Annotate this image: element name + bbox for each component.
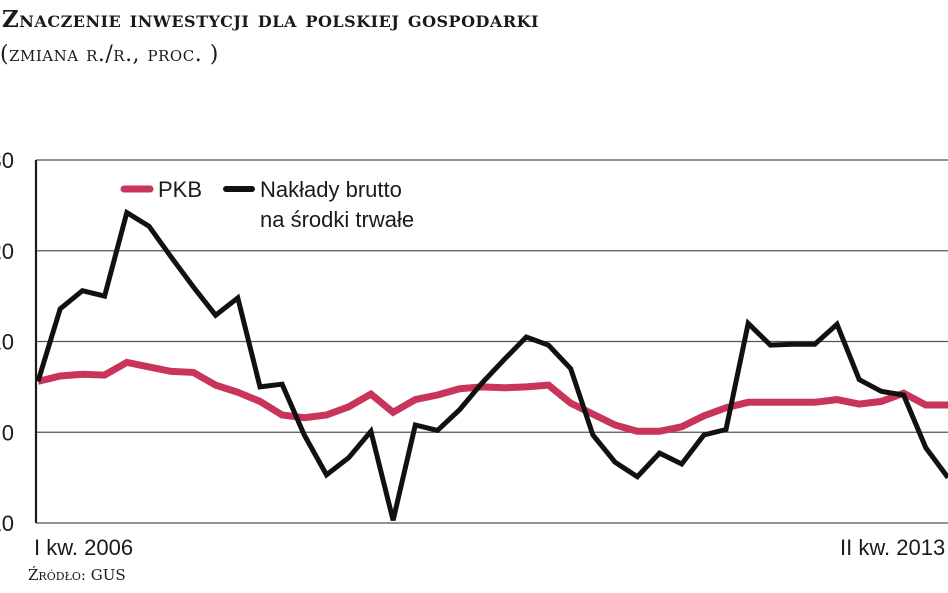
chart-subtitle: (zmiana r./r., proc. ) bbox=[0, 42, 219, 67]
chart-title: Znaczenie inwestycji dla polskiej gospod… bbox=[2, 6, 540, 33]
x-tick-label-end: II kw. 2013 bbox=[840, 535, 945, 560]
series-line-pkb bbox=[37, 358, 948, 435]
y-tick-label-4: 30 bbox=[0, 148, 14, 173]
gridlines bbox=[34, 159, 948, 524]
legend-label-naklady-line1: Nakłady brutto bbox=[260, 177, 402, 202]
legend: PKB Nakłady brutto na środki trwałe bbox=[120, 177, 414, 232]
legend-label-naklady: Nakłady brutto na środki trwałe bbox=[260, 177, 414, 232]
y-tick-label-1: 0 bbox=[2, 420, 14, 445]
y-tick-label-3: 20 bbox=[0, 239, 14, 264]
series-line-naklady bbox=[35, 208, 948, 521]
y-tick-labels: -10 0 10 20 30 bbox=[0, 148, 14, 536]
source-label: Źródło: bbox=[28, 566, 86, 584]
series-lines bbox=[35, 208, 948, 521]
legend-label-pkb: PKB bbox=[158, 177, 202, 202]
source-note: Źródło: GUS bbox=[28, 566, 126, 584]
legend-label-naklady-line2: na środki trwałe bbox=[260, 207, 414, 232]
y-tick-label-0: -10 bbox=[0, 511, 14, 536]
x-tick-labels: I kw. 2006 II kw. 2013 bbox=[34, 535, 945, 560]
source-value: GUS bbox=[90, 566, 126, 584]
x-tick-label-start: I kw. 2006 bbox=[34, 535, 133, 560]
y-tick-label-2: 10 bbox=[0, 330, 14, 355]
